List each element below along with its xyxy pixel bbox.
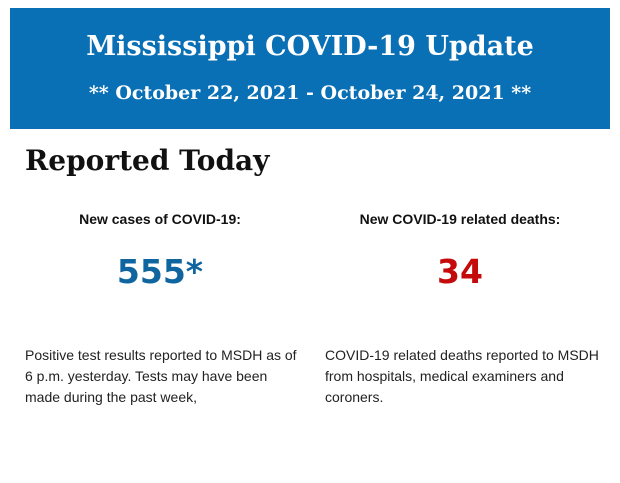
new-deaths-panel: New COVID-19 related deaths: 34: [310, 205, 610, 292]
section-heading: Reported Today: [25, 144, 270, 177]
page-title: Mississippi COVID-19 Update: [86, 31, 534, 62]
header-banner: Mississippi COVID-19 Update ** October 2…: [10, 8, 610, 129]
new-deaths-note: COVID-19 related deaths reported to MSDH…: [325, 347, 599, 405]
new-cases-value: 555*: [116, 252, 204, 291]
new-cases-note: Positive test results reported to MSDH a…: [25, 347, 297, 405]
date-range: ** October 22, 2021 - October 24, 2021 *…: [88, 82, 532, 104]
new-cases-panel: New cases of COVID-19: 555*: [10, 205, 310, 292]
new-cases-label: New cases of COVID-19:: [79, 211, 241, 227]
new-deaths-value: 34: [437, 252, 483, 291]
new-deaths-label: New COVID-19 related deaths:: [359, 211, 561, 227]
